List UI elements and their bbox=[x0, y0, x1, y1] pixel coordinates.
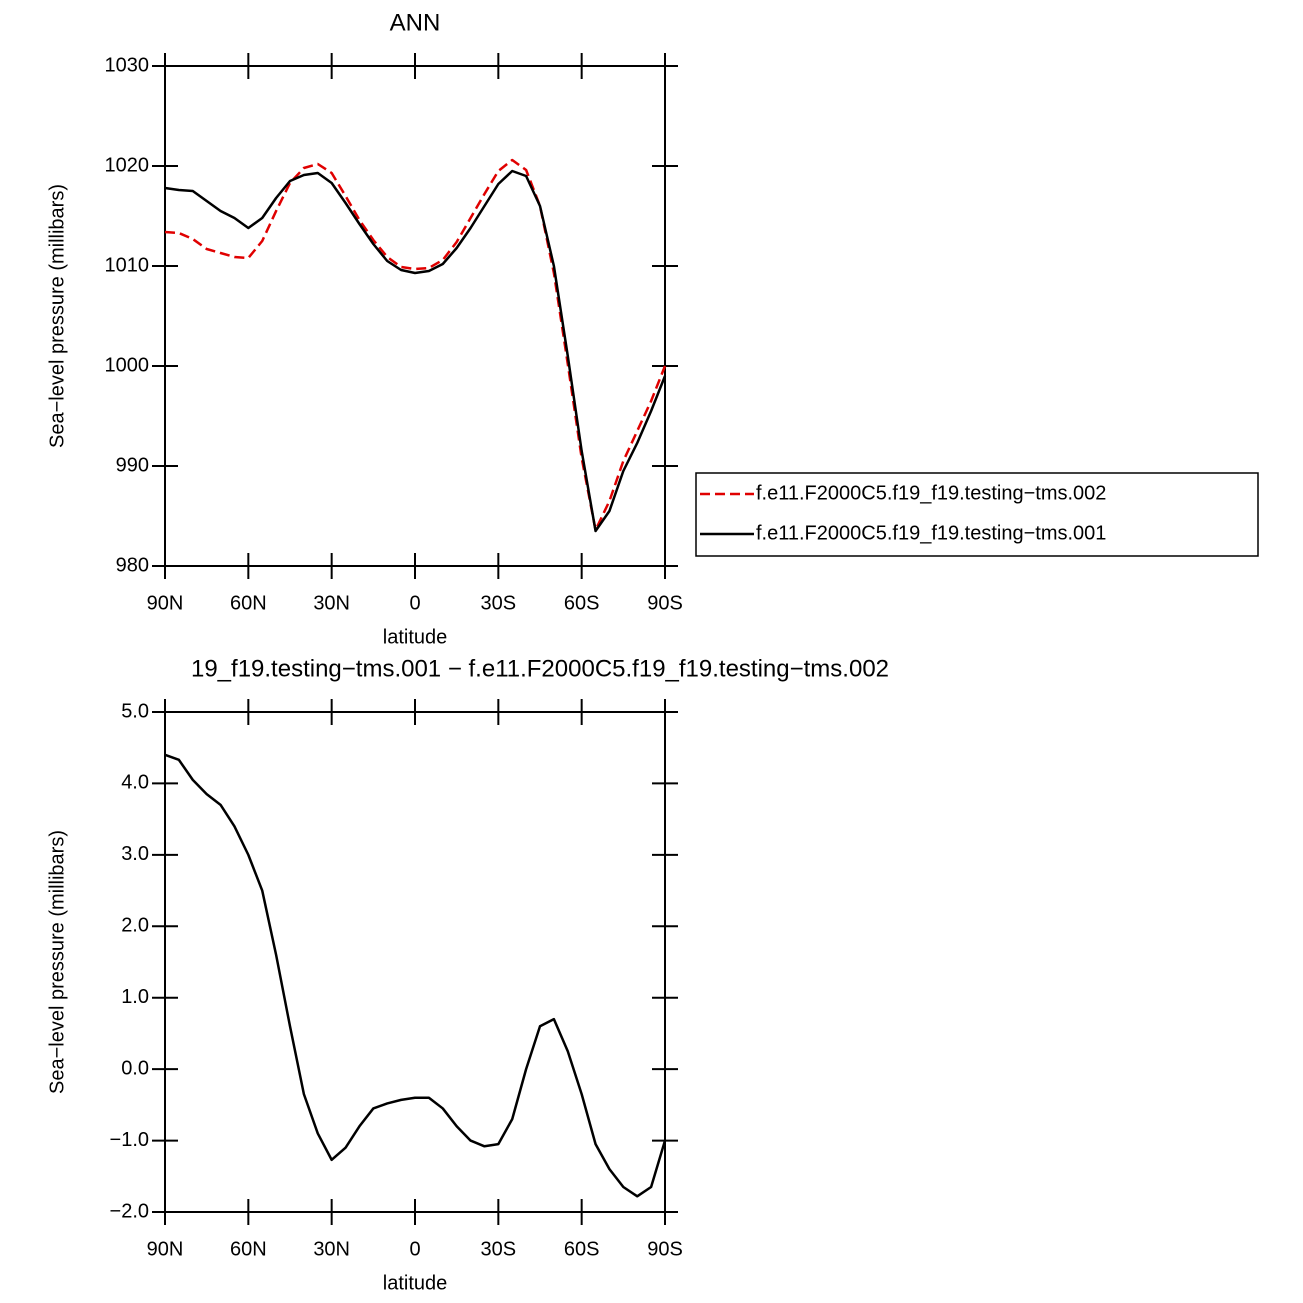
x-tick-label: 30N bbox=[313, 592, 350, 614]
x-tick-label: 90S bbox=[647, 592, 683, 614]
x-tick-label: 30N bbox=[313, 1238, 350, 1260]
y-tick-label: 1000 bbox=[105, 354, 150, 376]
x-axis-label: latitude bbox=[383, 626, 448, 648]
x-tick-label: 90S bbox=[647, 1238, 683, 1260]
x-tick-label: 90N bbox=[147, 592, 184, 614]
y-axis-label: Sea−level pressure (millibars) bbox=[46, 830, 68, 1094]
x-tick-label: 60N bbox=[230, 1238, 267, 1260]
legend-box bbox=[695, 472, 1259, 557]
x-tick-label: 0 bbox=[409, 592, 420, 614]
legend-label: f.e11.F2000C5.f19_f19.testing−tms.002 bbox=[756, 482, 1106, 504]
data-line bbox=[164, 169, 667, 533]
chart-title: ANN bbox=[390, 9, 441, 36]
y-tick-label: 1020 bbox=[105, 154, 150, 176]
y-tick-label: −2.0 bbox=[110, 1200, 149, 1222]
x-tick-label: 30S bbox=[481, 1238, 517, 1260]
x-tick-label: 60S bbox=[564, 1238, 600, 1260]
x-tick-label: 60N bbox=[230, 592, 267, 614]
x-axis-label: latitude bbox=[383, 1272, 448, 1294]
y-tick-label: 4.0 bbox=[121, 772, 149, 794]
y-axis-label: Sea−level pressure (millibars) bbox=[46, 184, 68, 448]
y-tick-label: 990 bbox=[116, 454, 149, 476]
y-tick-label: 2.0 bbox=[121, 915, 149, 937]
y-tick-label: 1010 bbox=[105, 254, 150, 276]
y-tick-label: 1030 bbox=[105, 54, 150, 76]
plot-frame bbox=[164, 711, 666, 1213]
y-tick-label: 0.0 bbox=[121, 1057, 149, 1079]
y-tick-label: 1.0 bbox=[121, 986, 149, 1008]
x-tick-label: 60S bbox=[564, 592, 600, 614]
chart-title: 19_f19.testing−tms.001 − f.e11.F2000C5.f… bbox=[191, 655, 889, 682]
y-tick-label: 3.0 bbox=[121, 843, 149, 865]
x-tick-label: 0 bbox=[409, 1238, 420, 1260]
y-tick-label: 5.0 bbox=[121, 700, 149, 722]
data-line bbox=[164, 158, 667, 532]
x-tick-label: 30S bbox=[481, 592, 517, 614]
legend-label: f.e11.F2000C5.f19_f19.testing−tms.001 bbox=[756, 522, 1106, 544]
plot-frame bbox=[164, 65, 666, 567]
x-tick-label: 90N bbox=[147, 1238, 184, 1260]
y-tick-label: −1.0 bbox=[110, 1129, 149, 1151]
data-line bbox=[164, 753, 667, 1198]
y-tick-label: 980 bbox=[116, 554, 149, 576]
